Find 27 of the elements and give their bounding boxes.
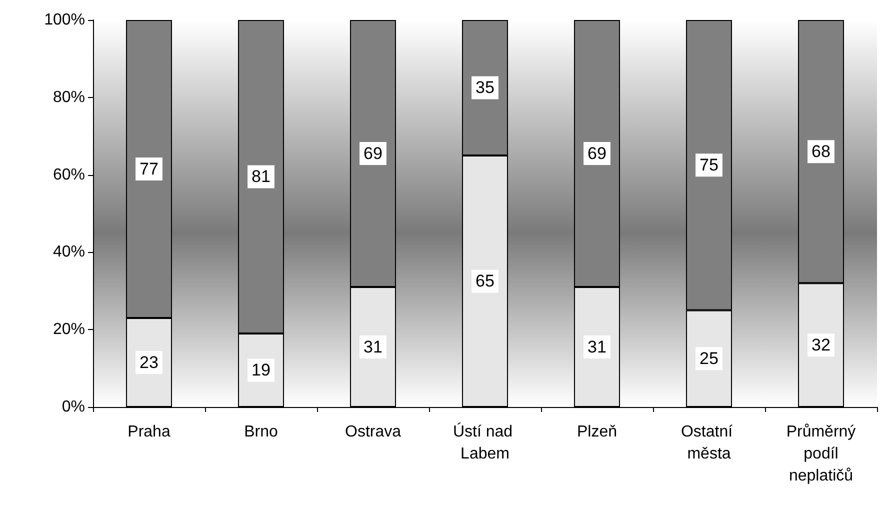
data-label: 35 bbox=[476, 78, 494, 98]
x-tick-label: Praha bbox=[128, 424, 170, 440]
x-tick-label: Ostrava bbox=[344, 424, 402, 440]
data-label: 75 bbox=[700, 156, 718, 175]
data-label: 25 bbox=[700, 349, 718, 368]
data-label: 81 bbox=[252, 167, 270, 186]
y-tick-label: 40% bbox=[52, 244, 85, 261]
x-tick-label: Plzeň bbox=[576, 424, 618, 440]
data-label: 19 bbox=[252, 360, 270, 380]
data-label: 31 bbox=[588, 338, 606, 357]
data-label: 23 bbox=[140, 352, 158, 372]
y-tick-label: 0% bbox=[62, 398, 85, 416]
x-tick-label: Ostatní města bbox=[680, 424, 738, 462]
data-label: 68 bbox=[812, 142, 830, 162]
data-label: 32 bbox=[812, 336, 830, 355]
data-label: 31 bbox=[364, 338, 382, 357]
y-tick-label: 60% bbox=[52, 166, 85, 184]
x-tick-label: Průměrný podíl neplatičů bbox=[786, 424, 856, 484]
x-tick-label: Brno bbox=[244, 424, 278, 440]
data-label: 69 bbox=[588, 144, 606, 164]
y-tick-label: 80% bbox=[52, 88, 85, 106]
data-label: 69 bbox=[364, 144, 382, 164]
y-tick-label: 100% bbox=[44, 12, 85, 28]
y-tick-label: 20% bbox=[52, 321, 85, 338]
data-label: 65 bbox=[476, 272, 494, 291]
x-tick-label: Ústí nad Labem bbox=[452, 422, 518, 462]
data-label: 77 bbox=[140, 159, 158, 178]
